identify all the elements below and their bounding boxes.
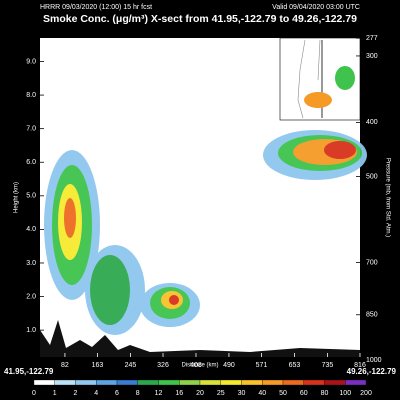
y-tick-label: 1.0: [26, 327, 36, 334]
x-tick-label: 571: [256, 362, 268, 369]
colorbar-label: 6: [115, 390, 119, 397]
colorbar-label: 1: [53, 390, 57, 397]
x-tick-label: 408: [190, 362, 202, 369]
smoke-field: [44, 130, 367, 335]
y-tick-label: 2.0: [26, 293, 36, 300]
y2-tick-label: 500: [366, 173, 378, 180]
colorbar-swatch: [75, 379, 97, 386]
colorbar-label: 30: [238, 390, 246, 397]
colorbar-label: 8: [136, 390, 140, 397]
colorbar-label: 12: [155, 390, 163, 397]
colorbar-swatch: [262, 379, 284, 386]
colorbar-swatch: [199, 379, 221, 386]
smoke-blob: [90, 255, 130, 325]
header-left: HRRR 09/03/2020 (12:00) 15 hr fcst: [40, 4, 152, 11]
x-tick-label: 82: [61, 362, 69, 369]
colorbar-swatch: [345, 379, 367, 386]
header-right: Valid 09/04/2020 03:00 UTC: [272, 4, 360, 11]
x-tick-label: 490: [223, 362, 235, 369]
smoke-blob: [64, 198, 76, 238]
x-tick-label: 653: [289, 362, 301, 369]
colorbar-swatch: [137, 379, 159, 386]
y2-tick-label: 300: [366, 53, 378, 60]
y-tick-label: 4.0: [26, 226, 36, 233]
x-tick-label: 326: [157, 362, 169, 369]
colorbar-swatch: [324, 379, 346, 386]
y-tick-label: 3.0: [26, 260, 36, 267]
colorbar-label: 25: [217, 390, 225, 397]
colorbar-label: 100: [339, 390, 351, 397]
colorbar-swatch: [282, 379, 304, 386]
chart-title: Smoke Conc. (μg/m³) X-sect from 41.95,-1…: [43, 13, 357, 25]
terrain: [40, 320, 360, 357]
y-tick-label: 8.0: [26, 92, 36, 99]
x-tick-label: 163: [92, 362, 104, 369]
colorbar-swatch: [116, 379, 138, 386]
smoke-blob: [324, 141, 356, 159]
colorbar: 0 1 2 4 6 8 12 16 20 25 30 40 50 60 80 100 200: [32, 379, 372, 397]
y-tick-label: 5.0: [26, 193, 36, 200]
end-label: 49.26,-122.79: [347, 367, 397, 376]
x-tick-label: 735: [322, 362, 334, 369]
colorbar-swatch: [220, 379, 242, 386]
colorbar-label: 16: [175, 390, 183, 397]
colorbar-swatch: [54, 379, 76, 386]
start-label: 41.95,-122.79: [4, 367, 54, 376]
x-tick-label: 816: [354, 362, 366, 369]
colorbar-label: 2: [74, 390, 78, 397]
y2-tick-label: 400: [366, 119, 378, 126]
colorbar-swatch: [158, 379, 180, 386]
inset-coast: [297, 39, 321, 119]
inset-smoke: [304, 92, 332, 108]
smoke-blob: [169, 295, 179, 305]
x-tick-label: 245: [125, 362, 137, 369]
y2-axis-label: Pressure (mb, from Std. Atm.): [384, 158, 390, 237]
colorbar-swatch: [33, 379, 55, 386]
colorbar-label: 4: [94, 390, 98, 397]
colorbar-label: 50: [279, 390, 287, 397]
y-tick-label: 7.0: [26, 126, 36, 133]
inset-smoke: [335, 66, 355, 90]
colorbar-label: 200: [360, 390, 372, 397]
y2-tick-label: 850: [366, 312, 378, 319]
x-axis-label: Distance (km): [181, 363, 218, 369]
colorbar-swatch: [179, 379, 201, 386]
y2-tick-label: 700: [366, 259, 378, 266]
colorbar-swatch: [241, 379, 263, 386]
colorbar-label: 20: [196, 390, 204, 397]
colorbar-swatch: [303, 379, 325, 386]
colorbar-swatch: [96, 379, 118, 386]
colorbar-label: 0: [32, 390, 36, 397]
y2-tick-label: 1000: [366, 357, 382, 364]
y-axis-label: Height (km): [14, 182, 20, 213]
colorbar-label: 40: [258, 390, 266, 397]
y-tick-label: 6.0: [26, 159, 36, 166]
colorbar-label: 60: [300, 390, 308, 397]
colorbar-label: 80: [321, 390, 329, 397]
y2-tick-label: 277: [366, 35, 378, 42]
map-inset: [279, 37, 361, 121]
y-tick-label: 9.0: [26, 58, 36, 65]
